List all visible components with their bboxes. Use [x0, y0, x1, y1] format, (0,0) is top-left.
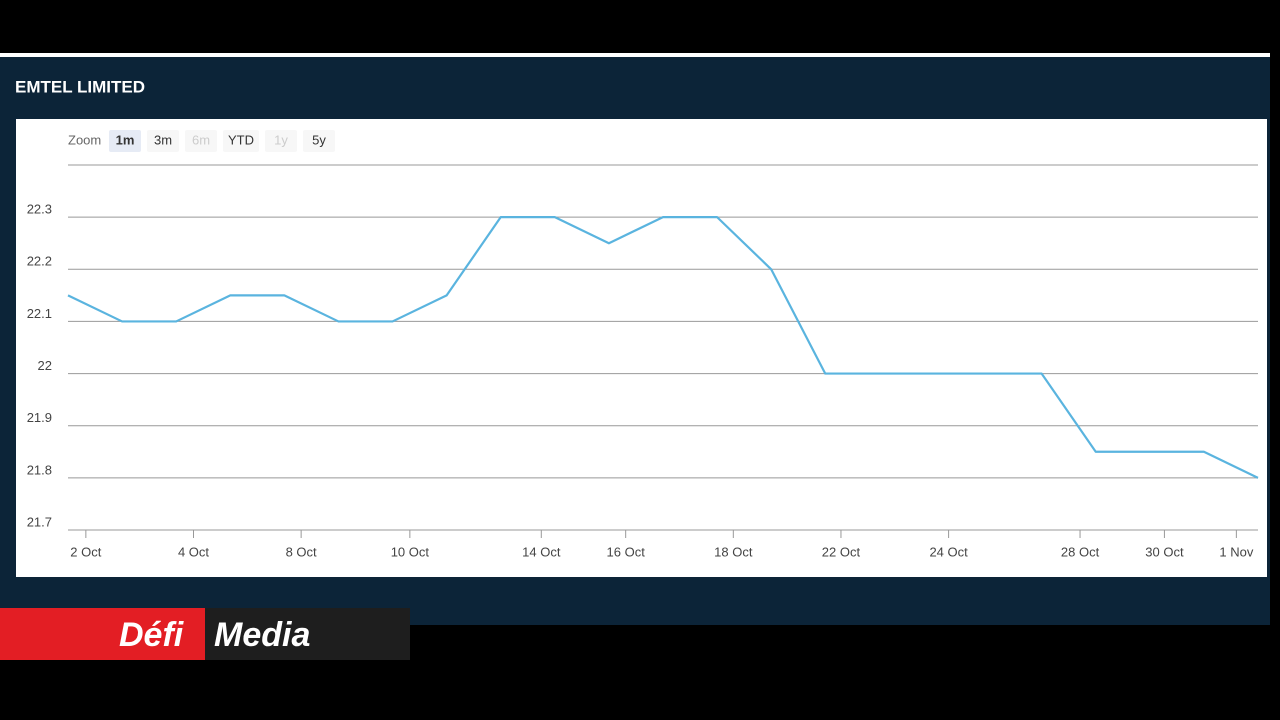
top-strip: [0, 53, 1270, 57]
x-tick-label: 18 Oct: [714, 544, 753, 559]
x-tick-label: 2 Oct: [70, 544, 101, 559]
zoom-button: [185, 130, 217, 152]
x-tick-label: 8 Oct: [286, 544, 317, 559]
zoom-button[interactable]: [109, 130, 141, 152]
zoom-button[interactable]: [147, 130, 179, 152]
zoom-button: [265, 130, 297, 152]
y-tick-label: 22.1: [27, 306, 52, 321]
zoom-button[interactable]: [303, 130, 335, 152]
x-tick-label: 24 Oct: [929, 544, 968, 559]
y-tick-label: 21.7: [27, 514, 52, 529]
zoom-bar: Zoom 1m 3m 6m YTD 1y 5y: [68, 130, 335, 152]
zoom-button-label: YTD: [228, 132, 254, 147]
panel-title: EMTEL LIMITED: [15, 77, 145, 96]
zoom-button-label: 5y: [312, 132, 326, 147]
logo-left: Défi: [119, 616, 185, 654]
y-tick-label: 21.8: [27, 462, 52, 477]
x-tick-label: 1 Nov: [1219, 544, 1253, 559]
zoom-label: Zoom: [68, 132, 101, 147]
x-tick-label: 22 Oct: [822, 544, 861, 559]
x-tick-label: 14 Oct: [522, 544, 561, 559]
y-tick-label: 22.2: [27, 254, 52, 269]
x-tick-label: 16 Oct: [607, 544, 646, 559]
x-tick-label: 30 Oct: [1145, 544, 1184, 559]
y-tick-label: 22: [38, 358, 52, 373]
logo-right-box: [205, 608, 410, 660]
zoom-button-label: 1m: [116, 132, 135, 147]
logo-right: Media: [214, 616, 310, 654]
x-tick-label: 4 Oct: [178, 544, 209, 559]
plot: 21.7 21.8 21.9 22 22.1 22.2 22.3 2 Oct 4 Oct 8 Oc…: [27, 164, 1259, 559]
logo-left-box: [0, 608, 205, 660]
price-line: [67, 216, 1259, 479]
y-tick-label: 21.9: [27, 410, 52, 425]
zoom-button-label: 1y: [274, 132, 288, 147]
x-tick-label: 10 Oct: [391, 544, 430, 559]
chart-area: [16, 119, 1267, 577]
zoom-button-label: 6m: [192, 132, 210, 147]
zoom-button[interactable]: [223, 130, 259, 152]
zoom-button-label: 3m: [154, 132, 172, 147]
x-tick-label: 28 Oct: [1061, 544, 1100, 559]
y-tick-label: 22.3: [27, 202, 52, 217]
